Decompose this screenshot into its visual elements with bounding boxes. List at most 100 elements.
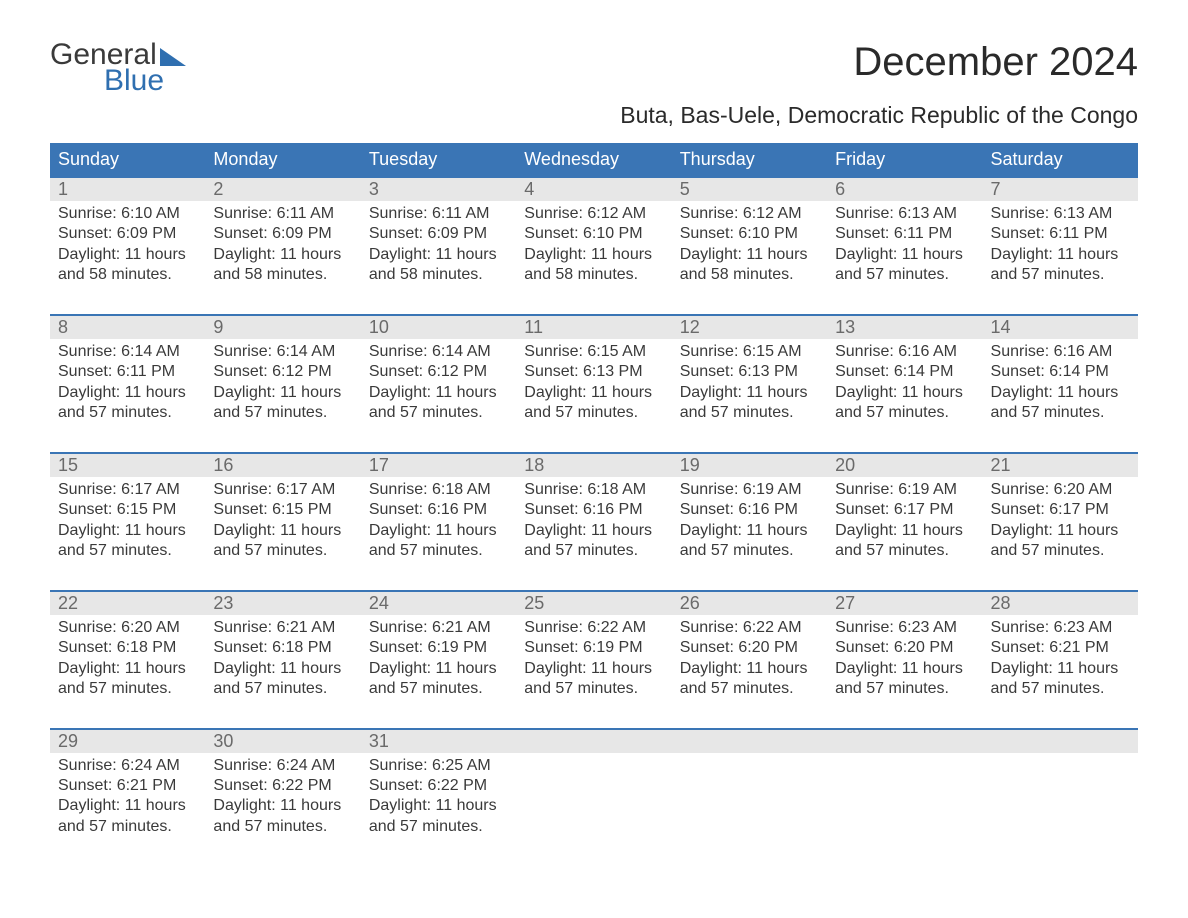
week-row: 1Sunrise: 6:10 AMSunset: 6:09 PMDaylight… [50,176,1138,290]
sunset-line: Sunset: 6:10 PM [680,224,819,244]
day-number: 1 [50,178,205,201]
calendar-cell: 2Sunrise: 6:11 AMSunset: 6:09 PMDaylight… [205,178,360,290]
day-number: 11 [516,316,671,339]
day-number: 10 [361,316,516,339]
header: General Blue December 2024 [50,40,1138,96]
day-number: 12 [672,316,827,339]
day-number [672,730,827,753]
day-info: Sunrise: 6:17 AMSunset: 6:15 PMDaylight:… [50,477,205,566]
calendar-cell: 12Sunrise: 6:15 AMSunset: 6:13 PMDayligh… [672,316,827,428]
calendar-cell: 29Sunrise: 6:24 AMSunset: 6:21 PMDayligh… [50,730,205,842]
sunset-line: Sunset: 6:20 PM [835,638,974,658]
calendar-cell: 28Sunrise: 6:23 AMSunset: 6:21 PMDayligh… [983,592,1138,704]
sunrise-line: Sunrise: 6:12 AM [680,204,819,224]
sunrise-line: Sunrise: 6:10 AM [58,204,197,224]
daylight-line: Daylight: 11 hours and 57 minutes. [369,521,508,562]
daylight-line: Daylight: 11 hours and 57 minutes. [991,245,1130,286]
sunset-line: Sunset: 6:22 PM [369,776,508,796]
sunrise-line: Sunrise: 6:16 AM [835,342,974,362]
sunset-line: Sunset: 6:11 PM [58,362,197,382]
sunrise-line: Sunrise: 6:11 AM [369,204,508,224]
sunset-line: Sunset: 6:13 PM [680,362,819,382]
day-info: Sunrise: 6:20 AMSunset: 6:17 PMDaylight:… [983,477,1138,566]
daylight-line: Daylight: 11 hours and 57 minutes. [369,796,508,837]
logo-triangle-icon [160,48,186,66]
calendar-cell: 27Sunrise: 6:23 AMSunset: 6:20 PMDayligh… [827,592,982,704]
logo-word-blue: Blue [50,66,186,96]
location-subtitle: Buta, Bas-Uele, Democratic Republic of t… [50,102,1138,129]
day-info: Sunrise: 6:14 AMSunset: 6:11 PMDaylight:… [50,339,205,428]
day-number: 29 [50,730,205,753]
day-info: Sunrise: 6:16 AMSunset: 6:14 PMDaylight:… [983,339,1138,428]
daylight-line: Daylight: 11 hours and 58 minutes. [369,245,508,286]
dayhead-saturday: Saturday [983,143,1138,176]
calendar-cell: 21Sunrise: 6:20 AMSunset: 6:17 PMDayligh… [983,454,1138,566]
day-header-row: Sunday Monday Tuesday Wednesday Thursday… [50,143,1138,176]
day-info: Sunrise: 6:19 AMSunset: 6:16 PMDaylight:… [672,477,827,566]
calendar-cell: 20Sunrise: 6:19 AMSunset: 6:17 PMDayligh… [827,454,982,566]
day-info: Sunrise: 6:21 AMSunset: 6:19 PMDaylight:… [361,615,516,704]
sunset-line: Sunset: 6:13 PM [524,362,663,382]
day-number: 2 [205,178,360,201]
day-number: 3 [361,178,516,201]
sunrise-line: Sunrise: 6:17 AM [58,480,197,500]
sunrise-line: Sunrise: 6:19 AM [680,480,819,500]
daylight-line: Daylight: 11 hours and 57 minutes. [835,521,974,562]
calendar-cell: 18Sunrise: 6:18 AMSunset: 6:16 PMDayligh… [516,454,671,566]
day-info: Sunrise: 6:14 AMSunset: 6:12 PMDaylight:… [361,339,516,428]
daylight-line: Daylight: 11 hours and 57 minutes. [58,383,197,424]
day-info: Sunrise: 6:11 AMSunset: 6:09 PMDaylight:… [361,201,516,290]
daylight-line: Daylight: 11 hours and 57 minutes. [680,383,819,424]
sunset-line: Sunset: 6:21 PM [991,638,1130,658]
week-row: 15Sunrise: 6:17 AMSunset: 6:15 PMDayligh… [50,452,1138,566]
day-number: 16 [205,454,360,477]
sunset-line: Sunset: 6:15 PM [58,500,197,520]
daylight-line: Daylight: 11 hours and 57 minutes. [58,659,197,700]
day-number: 18 [516,454,671,477]
daylight-line: Daylight: 11 hours and 57 minutes. [680,659,819,700]
dayhead-wednesday: Wednesday [516,143,671,176]
day-info: Sunrise: 6:24 AMSunset: 6:22 PMDaylight:… [205,753,360,842]
day-info: Sunrise: 6:14 AMSunset: 6:12 PMDaylight:… [205,339,360,428]
sunset-line: Sunset: 6:18 PM [58,638,197,658]
calendar-cell: 3Sunrise: 6:11 AMSunset: 6:09 PMDaylight… [361,178,516,290]
sunrise-line: Sunrise: 6:15 AM [524,342,663,362]
daylight-line: Daylight: 11 hours and 57 minutes. [524,383,663,424]
daylight-line: Daylight: 11 hours and 57 minutes. [213,796,352,837]
daylight-line: Daylight: 11 hours and 57 minutes. [524,521,663,562]
week-row: 8Sunrise: 6:14 AMSunset: 6:11 PMDaylight… [50,314,1138,428]
calendar-cell [983,730,1138,842]
sunset-line: Sunset: 6:17 PM [991,500,1130,520]
calendar: Sunday Monday Tuesday Wednesday Thursday… [50,143,1138,841]
sunrise-line: Sunrise: 6:20 AM [58,618,197,638]
calendar-cell: 16Sunrise: 6:17 AMSunset: 6:15 PMDayligh… [205,454,360,566]
calendar-cell: 22Sunrise: 6:20 AMSunset: 6:18 PMDayligh… [50,592,205,704]
day-info: Sunrise: 6:22 AMSunset: 6:19 PMDaylight:… [516,615,671,704]
sunset-line: Sunset: 6:11 PM [991,224,1130,244]
week-row: 22Sunrise: 6:20 AMSunset: 6:18 PMDayligh… [50,590,1138,704]
day-info: Sunrise: 6:18 AMSunset: 6:16 PMDaylight:… [516,477,671,566]
day-info: Sunrise: 6:11 AMSunset: 6:09 PMDaylight:… [205,201,360,290]
day-number: 23 [205,592,360,615]
day-number [983,730,1138,753]
day-number: 28 [983,592,1138,615]
day-number: 19 [672,454,827,477]
day-info: Sunrise: 6:20 AMSunset: 6:18 PMDaylight:… [50,615,205,704]
day-info: Sunrise: 6:18 AMSunset: 6:16 PMDaylight:… [361,477,516,566]
day-number: 14 [983,316,1138,339]
day-info: Sunrise: 6:23 AMSunset: 6:21 PMDaylight:… [983,615,1138,704]
calendar-cell: 14Sunrise: 6:16 AMSunset: 6:14 PMDayligh… [983,316,1138,428]
sunrise-line: Sunrise: 6:21 AM [213,618,352,638]
sunset-line: Sunset: 6:16 PM [369,500,508,520]
sunset-line: Sunset: 6:12 PM [369,362,508,382]
calendar-cell: 24Sunrise: 6:21 AMSunset: 6:19 PMDayligh… [361,592,516,704]
sunset-line: Sunset: 6:14 PM [991,362,1130,382]
dayhead-tuesday: Tuesday [361,143,516,176]
daylight-line: Daylight: 11 hours and 57 minutes. [991,659,1130,700]
sunrise-line: Sunrise: 6:23 AM [991,618,1130,638]
sunset-line: Sunset: 6:21 PM [58,776,197,796]
sunset-line: Sunset: 6:14 PM [835,362,974,382]
sunrise-line: Sunrise: 6:25 AM [369,756,508,776]
day-number: 21 [983,454,1138,477]
day-number: 9 [205,316,360,339]
